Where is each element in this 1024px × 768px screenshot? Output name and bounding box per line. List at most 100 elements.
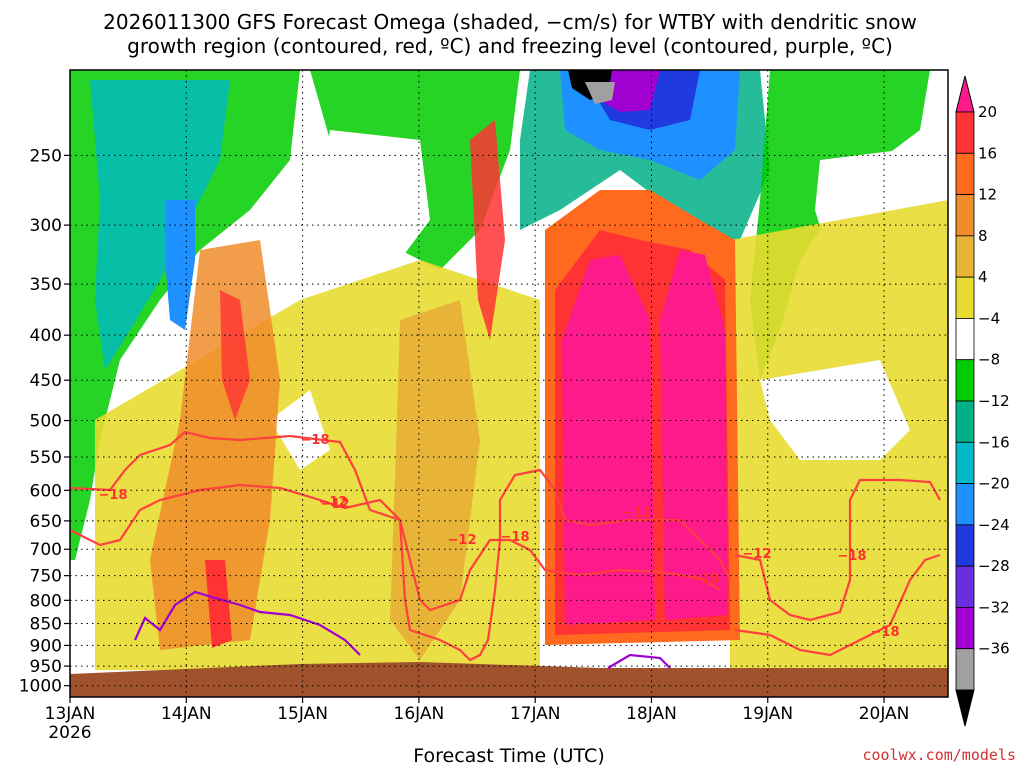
colorbar-segment [955, 483, 975, 526]
plot-frame [69, 69, 949, 698]
y-tick-label: 800 [30, 591, 62, 611]
x-tick-label: 13JAN [45, 704, 96, 724]
colorbar-segment [955, 400, 975, 443]
omega-band-white-right-mid [760, 360, 910, 460]
chart-title-line-2: growth region (contoured, red, ºC) and f… [127, 34, 893, 58]
omega-band-red-streak-b [220, 290, 250, 420]
y-tick-label: 250 [30, 146, 62, 166]
colorbar-segment [955, 359, 975, 402]
colorbar-segment [955, 235, 975, 278]
colorbar-segment [955, 318, 975, 361]
contour-label: −12 [319, 495, 348, 510]
x-tick-label: 15JAN [277, 704, 328, 724]
colorbar-label: −36 [978, 640, 1010, 658]
y-tick-label: 850 [30, 615, 62, 635]
chart-title-line-1: 2026011300 GFS Forecast Omega (shaded, −… [103, 10, 917, 34]
omega-band-green-right [750, 70, 930, 380]
y-axis: 2503003504004505005506006507007508008509… [19, 146, 70, 697]
y-tick-label: 700 [30, 540, 62, 560]
y-tick-label: 900 [30, 636, 62, 656]
contour-label: −12 [321, 497, 350, 512]
contour-minus18-left [69, 430, 731, 662]
y-tick-label: 950 [30, 657, 62, 677]
omega-band-red-streak-c [205, 560, 232, 648]
y-tick-label: 450 [30, 371, 62, 391]
colorbar-label: −24 [978, 516, 1010, 534]
colorbar-segment [955, 152, 975, 195]
omega-band-gray-top [585, 82, 615, 104]
x-axis-label: Forecast Time (UTC) [413, 745, 604, 767]
freezing-contours [133, 590, 671, 669]
y-tick-label: 550 [30, 448, 62, 468]
y-tick-label: 750 [30, 567, 62, 587]
omega-shading [70, 70, 948, 670]
contour-right-b [734, 553, 941, 657]
contour-label: −12 [743, 547, 772, 562]
grid-lines [70, 70, 948, 697]
contour-label: −12 [623, 506, 652, 521]
x-tick-label: 18JAN [626, 704, 677, 724]
contour-label: −18 [838, 549, 867, 564]
colorbar-label: −28 [978, 557, 1010, 575]
colorbar-segment [955, 565, 975, 608]
colorbar-top-arrow [955, 75, 975, 113]
terrain-ground [70, 662, 948, 697]
freezing-contour-mid [607, 653, 671, 669]
x-axis: 13JAN 14JAN 15JAN 16JAN 17JAN 18JAN 19JAN 20JAN [45, 697, 910, 724]
contour-right-a [734, 478, 941, 622]
contour-label: −18 [99, 488, 128, 503]
colorbar-label: −4 [978, 309, 1000, 327]
colorbar-segment [955, 194, 975, 237]
x-tick-label: 16JAN [394, 704, 445, 724]
x-tick-label: 19JAN [742, 704, 793, 724]
colorbar: 20 16 12 8 4 −4 −8 −12 −16 −20 −24 −28 −32 −36 [955, 75, 1010, 727]
y-tick-label: 600 [30, 481, 62, 501]
omega-band-magenta-core-a [562, 255, 655, 625]
omega-band-blue-left [165, 200, 195, 330]
colorbar-label: −20 [978, 475, 1010, 493]
colorbar-bottom-arrow [955, 689, 975, 727]
colorbar-label: 4 [978, 268, 988, 286]
y-tick-label: 300 [30, 216, 62, 236]
x-tick-label: 20JAN [859, 704, 910, 724]
colorbar-label: −16 [978, 433, 1010, 451]
omega-band-white-left-mid [270, 390, 330, 470]
credit-text: coolwx.com/models [862, 746, 1016, 764]
x-tick-label: 14JAN [161, 704, 212, 724]
omega-band-red-streak-a [470, 120, 505, 340]
omega-band-magenta-core-b [660, 250, 728, 620]
colorbar-segment [955, 276, 975, 319]
y-tick-label: 500 [30, 412, 62, 432]
colorbar-segment [955, 607, 975, 650]
contour-label: −18 [691, 572, 720, 587]
colorbar-segment [955, 111, 975, 154]
colorbar-segment [955, 648, 975, 691]
y-tick-label: 650 [30, 512, 62, 532]
colorbar-label: 20 [978, 103, 997, 121]
colorbar-label: 8 [978, 227, 988, 245]
x-tick-label: 17JAN [510, 704, 561, 724]
freezing-contour-left [133, 590, 361, 656]
y-tick-label: 350 [30, 275, 62, 295]
contour-label: −18 [301, 433, 330, 448]
x-axis-year: 2026 [48, 723, 91, 743]
colorbar-segment [955, 524, 975, 567]
colorbar-label: 16 [978, 144, 997, 162]
omega-band-teal-left [90, 80, 230, 370]
plot-area: −18 −12−18−12 −18−12−18−12 −18−18−12 [69, 69, 949, 698]
contour-label: −18 [871, 625, 900, 640]
dgz-contours [69, 430, 941, 662]
omega-band-white-mid [320, 130, 430, 260]
contour-label: −18 [501, 530, 530, 545]
contour-label: −12 [448, 533, 477, 548]
omega-band-orange-left [150, 240, 280, 650]
y-tick-label: 400 [30, 326, 62, 346]
colorbar-label: −12 [978, 392, 1010, 410]
contour-labels: −18 −12−18−12 −18−12−18−12 −18−18−12 [99, 433, 900, 640]
colorbar-label: −32 [978, 598, 1010, 616]
contour-minus12-left [69, 483, 721, 612]
y-tick-label: 1000 [19, 677, 62, 697]
colorbar-label: −8 [978, 351, 1000, 369]
colorbar-label: 12 [978, 186, 997, 204]
